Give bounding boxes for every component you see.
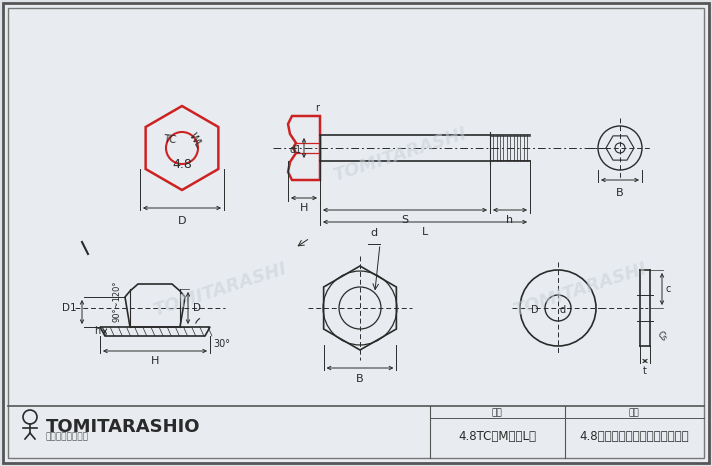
Text: 品名: 品名: [629, 409, 639, 418]
Text: d: d: [560, 305, 566, 315]
Text: D: D: [193, 303, 201, 313]
Text: Cs: Cs: [655, 329, 669, 343]
Text: 富田鍤子株式会社: 富田鍤子株式会社: [46, 432, 89, 441]
Text: B: B: [616, 188, 624, 198]
Text: TOMITARASHI: TOMITARASHI: [511, 260, 649, 320]
Text: L: L: [422, 227, 428, 237]
Text: 4.8: 4.8: [172, 158, 192, 171]
Text: TOMITARASHI: TOMITARASHI: [331, 125, 469, 185]
Text: 30°: 30°: [213, 339, 230, 349]
Text: S: S: [402, 215, 409, 225]
Text: H: H: [300, 203, 308, 213]
Text: D: D: [178, 216, 187, 226]
Text: r: r: [315, 103, 319, 113]
Text: TOMITARASHI: TOMITARASHI: [151, 260, 289, 320]
Text: H: H: [151, 356, 159, 366]
Text: 90°~120°: 90°~120°: [113, 280, 122, 322]
Text: d: d: [370, 228, 377, 238]
Text: h: h: [506, 215, 513, 225]
Text: TOMITARASHIO: TOMITARASHIO: [46, 418, 201, 436]
Text: t: t: [643, 366, 647, 376]
Text: 4.8トルシア形普通ボルトセット: 4.8トルシア形普通ボルトセット: [579, 431, 689, 444]
Text: WL: WL: [187, 130, 204, 150]
Text: TC: TC: [163, 135, 177, 145]
Text: 4.8TC　M径－L寸: 4.8TC M径－L寸: [458, 431, 536, 444]
Text: D: D: [531, 305, 539, 315]
Text: D1: D1: [63, 303, 77, 313]
Text: c: c: [666, 284, 671, 294]
Text: h: h: [94, 327, 100, 336]
Text: B: B: [356, 374, 364, 384]
Text: d1: d1: [290, 145, 302, 155]
Text: 型番: 型番: [491, 409, 503, 418]
